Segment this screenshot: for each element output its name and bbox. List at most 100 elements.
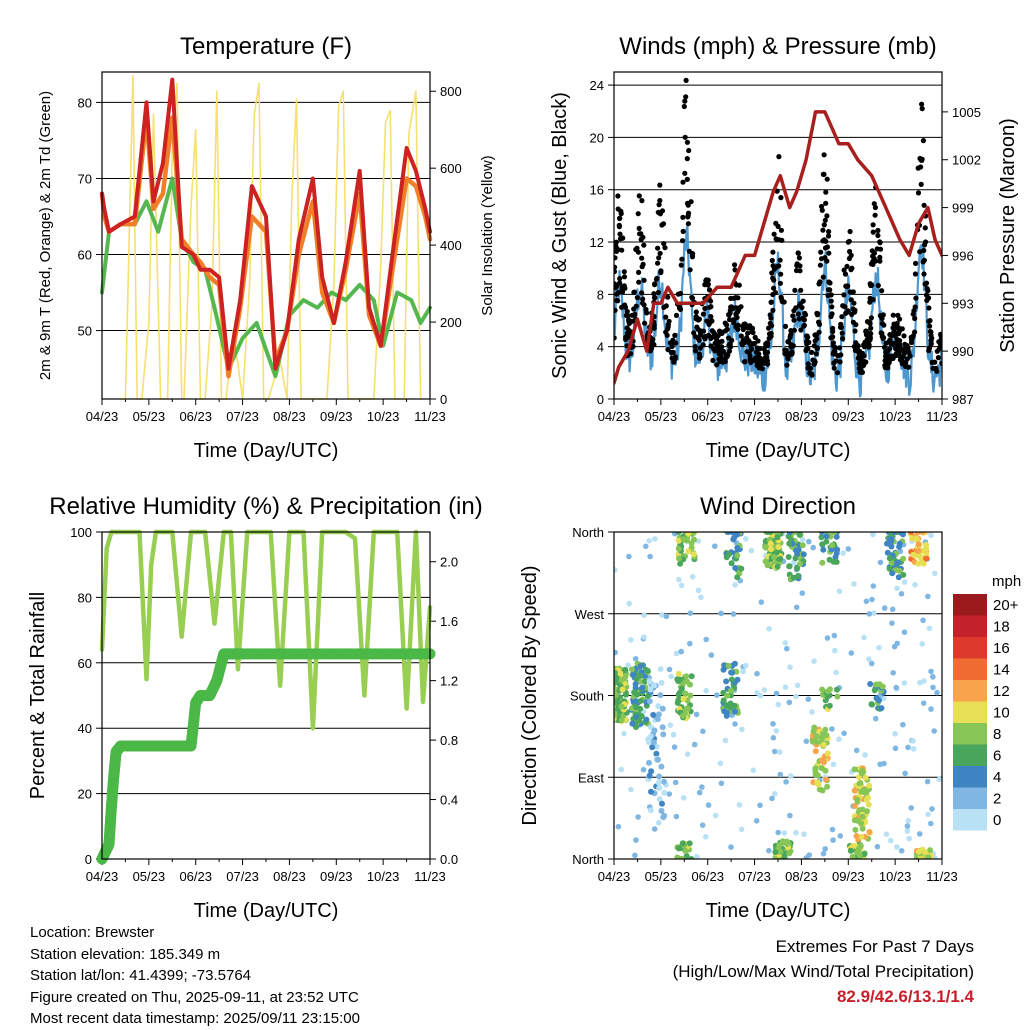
gust-point	[763, 342, 769, 348]
gust-point	[921, 242, 928, 248]
direction-point	[679, 712, 686, 719]
direction-point	[826, 556, 833, 563]
gust-point	[879, 320, 885, 327]
direction-point	[671, 744, 678, 750]
gust-point	[859, 350, 865, 356]
direction-point	[659, 612, 665, 618]
direction-point	[824, 635, 831, 641]
direction-point	[690, 532, 697, 537]
gust-point	[726, 312, 732, 318]
gust-point	[817, 262, 824, 268]
direction-point	[852, 826, 859, 833]
direction-point	[622, 667, 629, 674]
direction-point	[646, 759, 652, 766]
gust-point	[890, 312, 896, 318]
gust-point	[685, 213, 691, 219]
direction-point	[786, 850, 793, 857]
direction-point	[871, 687, 878, 694]
gust-point	[920, 259, 926, 265]
direction-point	[687, 610, 694, 616]
gust-point	[917, 249, 923, 255]
gust-point	[675, 291, 681, 297]
gust-point	[641, 277, 647, 283]
gust-point	[684, 139, 691, 145]
humidity-title: Relative Humidity (%) & Precipitation (i…	[49, 493, 482, 520]
gust-point	[769, 257, 775, 264]
direction-point	[614, 716, 615, 720]
gust-point	[850, 319, 857, 325]
winds-xtick-label: 06/23	[691, 409, 724, 424]
direction-point	[641, 634, 647, 640]
direction-point	[859, 813, 866, 820]
winds-ytick-label: 20	[590, 130, 604, 145]
gust-point	[784, 362, 790, 368]
gust-point	[921, 271, 927, 277]
winds-ylabel-right: Station Pressure (Maroon)	[997, 118, 1019, 353]
direction-point	[734, 545, 741, 551]
direction-point	[873, 695, 880, 702]
direction-point	[634, 691, 641, 698]
humidity-xtick-label: 09/23	[320, 869, 353, 884]
gust-point	[918, 164, 924, 170]
gust-point	[778, 195, 784, 201]
direction-point	[822, 726, 829, 733]
direction-point	[698, 594, 704, 601]
gust-point	[664, 332, 670, 338]
direction-point	[916, 553, 923, 560]
gust-point	[629, 312, 635, 318]
gust-point	[891, 329, 898, 335]
legend-label: 16	[993, 640, 1010, 657]
gust-point	[714, 362, 720, 368]
gust-point	[614, 297, 620, 303]
direction-point	[651, 727, 658, 734]
direction-point	[673, 813, 680, 820]
direction-point	[728, 676, 735, 683]
direction-point	[799, 590, 806, 596]
gust-point	[771, 231, 777, 237]
extremes-box: Extremes For Past 7 Days (High/Low/Max W…	[673, 934, 974, 1009]
direction-point	[637, 672, 644, 679]
gust-point	[878, 330, 884, 336]
direction-point	[732, 721, 738, 727]
direction-point	[734, 552, 741, 559]
direction-point	[851, 787, 858, 794]
direction-point	[905, 744, 911, 751]
direction-point	[630, 671, 637, 678]
gust-point	[881, 344, 888, 350]
gust-point	[693, 314, 699, 320]
direction-ytick-label: South	[570, 689, 604, 704]
direction-point	[888, 543, 895, 550]
direction-point	[656, 773, 663, 780]
direction-point	[633, 837, 639, 843]
winds-ytick-right-label: 987	[952, 392, 974, 407]
gust-point	[682, 134, 688, 140]
legend-label: 4	[993, 769, 1001, 786]
direction-point	[870, 583, 877, 589]
gust-point	[808, 371, 815, 377]
gust-point	[768, 315, 774, 321]
gust-point	[838, 352, 844, 358]
direction-point	[781, 830, 788, 836]
direction-point	[770, 721, 776, 727]
direction-point	[623, 691, 629, 698]
gust-point	[896, 328, 903, 334]
gust-point	[839, 314, 845, 320]
gust-point	[797, 302, 803, 309]
gust-point	[670, 339, 676, 345]
gust-point	[790, 313, 796, 319]
direction-point	[829, 542, 836, 549]
gust-point	[626, 319, 632, 325]
direction-point	[658, 807, 665, 814]
direction-point	[656, 819, 662, 826]
direction-point	[684, 705, 691, 712]
gust-point	[680, 228, 686, 234]
direction-point	[894, 640, 900, 647]
direction-point	[750, 767, 757, 774]
direction-point	[608, 676, 614, 682]
direction-point	[684, 751, 691, 757]
temperature-xtick-label: 08/23	[273, 409, 306, 424]
gust-point	[745, 337, 751, 343]
gust-point	[903, 359, 909, 365]
gust-point	[831, 365, 837, 371]
gust-point	[684, 176, 690, 182]
